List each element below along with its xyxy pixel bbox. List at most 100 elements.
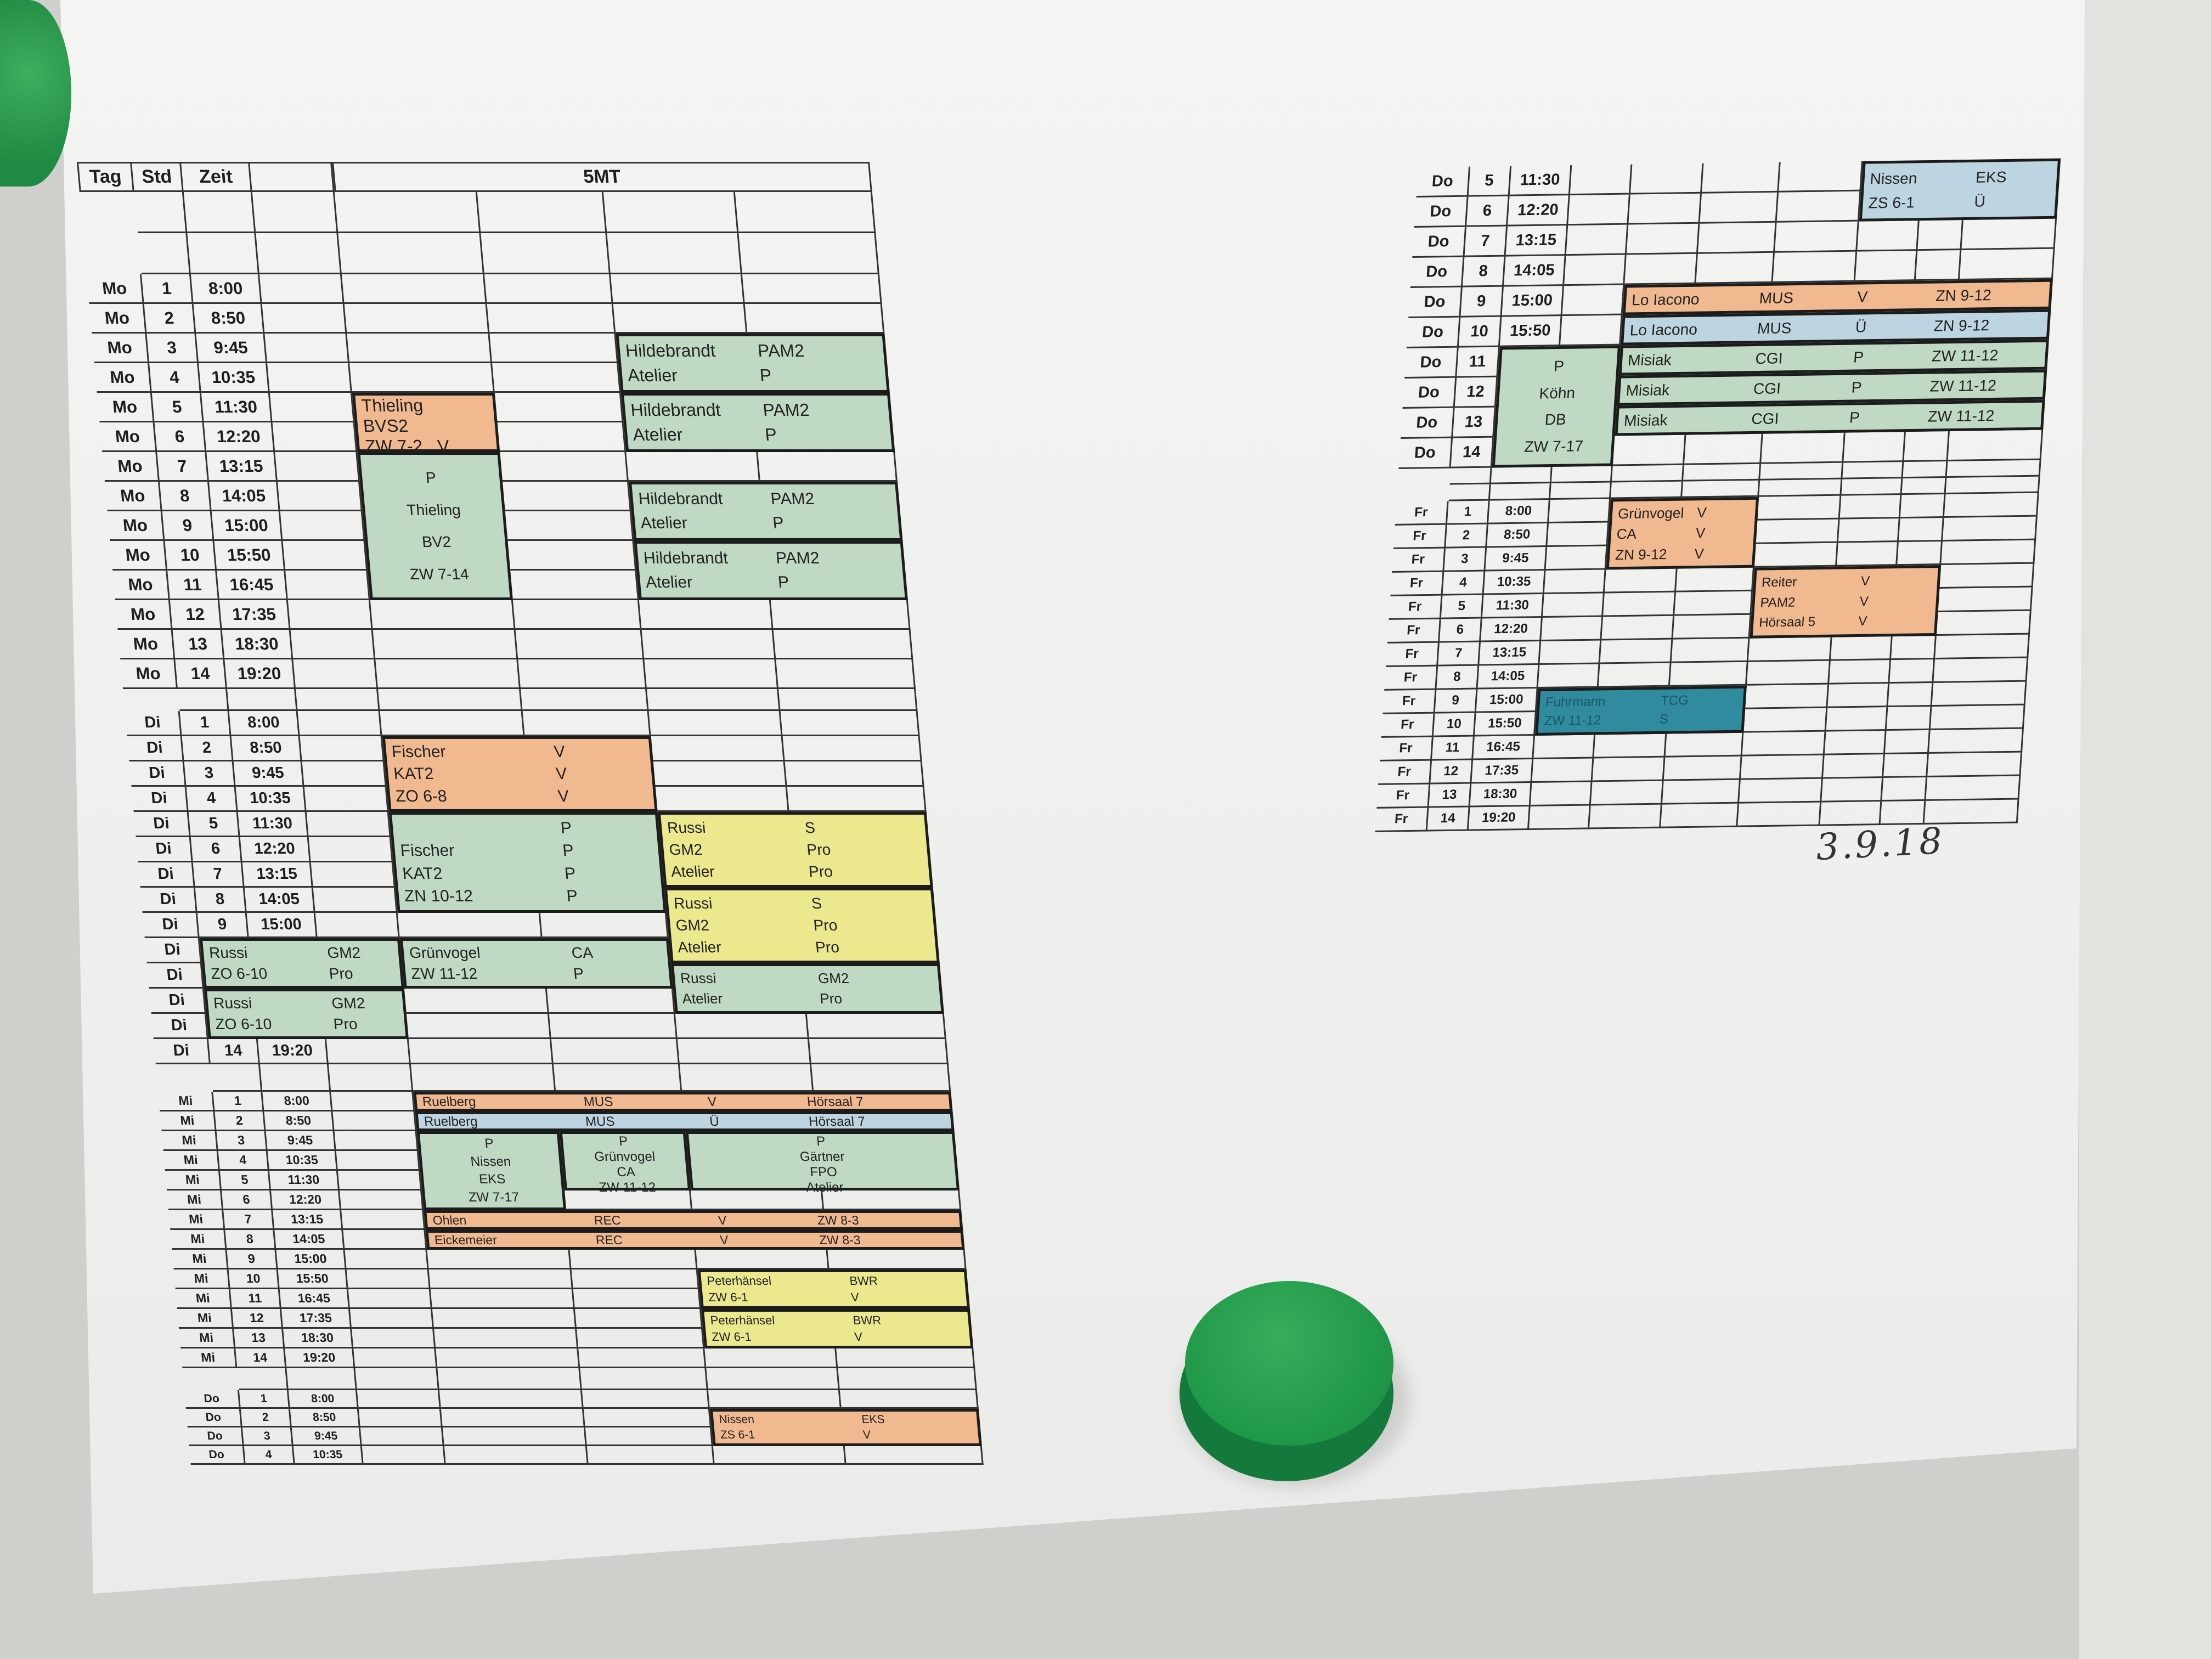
time-cell: 10:35: [1483, 571, 1546, 595]
block-text: Pro: [806, 841, 832, 858]
block-text: P: [562, 842, 575, 860]
block-line: BVS2: [363, 416, 490, 436]
class-block-lecture[interactable]: Reiter V PAM2 V Hörsaal 5 V: [1750, 565, 1942, 639]
time-cell: 8:50: [264, 1111, 335, 1131]
class-block-practical[interactable]: Misiak CGI P ZW 11-12: [1615, 399, 2045, 436]
empty-cell: [1945, 476, 2040, 494]
empty-cell: [677, 1039, 811, 1064]
block-text: Nissen: [1869, 170, 1918, 188]
empty-cell: [522, 711, 651, 736]
block-text: BVS2: [362, 416, 409, 436]
class-block-project[interactable]: Russi S GM2 Pro Atelier Pro: [664, 888, 940, 963]
class-block-practical[interactable]: P Grünvogel CA ZW 11-12: [559, 1131, 691, 1195]
day-cell: Di: [153, 1039, 211, 1064]
day-cell: Mi: [160, 1111, 217, 1131]
class-block-practical[interactable]: P Fischer P KAT2 P ZN 10-12 P: [388, 812, 667, 913]
empty-cell: [1602, 592, 1676, 617]
day-cell: Mo: [89, 304, 147, 334]
empty-cell: [306, 812, 391, 837]
class-block-practical[interactable]: Hildebrandt PAM2 Atelier P: [620, 393, 895, 452]
block-text: Hildebrandt: [624, 341, 716, 360]
class-block-project[interactable]: Peterhänsel BWR ZW 6-1 V: [697, 1269, 970, 1309]
block-text: GM2: [331, 995, 366, 1012]
day-cell: Do: [1416, 166, 1471, 198]
block-text: P: [777, 573, 790, 591]
class-block-practical[interactable]: Russi GM2 ZO 6-10 Pro: [204, 989, 409, 1039]
class-block-lecture[interactable]: Grünvogel V CA V ZN 9-12 V: [1606, 496, 1759, 570]
time-cell: 11:30: [1482, 594, 1544, 619]
empty-cell: [1757, 495, 1842, 521]
day-cell: Do: [1412, 227, 1466, 258]
block-text: ZW 6-1: [707, 1290, 749, 1304]
class-block-project[interactable]: Peterhänsel BWR ZW 6-1 V: [701, 1309, 974, 1348]
period-cell: 7: [223, 1210, 275, 1230]
time-cell: 18:30: [222, 630, 294, 659]
block-text: PAM2: [1759, 595, 1796, 610]
empty-cell: [328, 1064, 414, 1092]
day-cell: Do: [185, 1409, 242, 1427]
class-block-lecture[interactable]: Ohlen REC V ZW 8-3: [424, 1210, 963, 1230]
block-line: P: [694, 1134, 947, 1149]
period-cell: 4: [244, 1446, 295, 1465]
empty-cell: [349, 1309, 435, 1329]
empty-cell: [341, 1210, 426, 1230]
period-cell: 1: [1447, 500, 1490, 525]
empty-cell: [1903, 461, 1948, 479]
block-text: V: [850, 1290, 860, 1304]
empty-cell: [1824, 731, 1887, 755]
block-text: V: [707, 1094, 718, 1109]
empty-cell: [571, 1269, 699, 1289]
empty-cell: [1542, 593, 1605, 618]
class-block-lecture[interactable]: Nissen EKS ZS 6-1 V: [709, 1409, 982, 1446]
class-block-practical[interactable]: P Nissen EKS ZW 7-17: [416, 1131, 567, 1210]
class-block-project[interactable]: Russi S GM2 Pro Atelier Pro: [657, 812, 933, 888]
class-block-lecture[interactable]: Fischer V KAT2 V ZO 6-8 V: [382, 736, 658, 812]
empty-cell: [607, 233, 742, 274]
empty-cell: [1570, 164, 1633, 196]
class-block-practical[interactable]: P Gärtner FPO Atelier: [685, 1131, 960, 1195]
class-block-exercise[interactable]: Nissen EKS ZS 6-1 Ü: [1859, 158, 2061, 222]
class-block-practical[interactable]: Russi GM2 ZO 6-10 Pro: [199, 938, 404, 989]
empty-cell: [489, 334, 619, 363]
empty-cell: [1928, 729, 2024, 754]
empty-cell: [1930, 705, 2025, 730]
block-text: PAM2: [775, 549, 821, 567]
period-cell: 8: [1436, 665, 1480, 690]
empty-cell: [713, 1446, 847, 1465]
empty-cell: [332, 1111, 417, 1131]
block-line: Atelier Pro: [681, 990, 935, 1007]
day-cell: Fr: [1395, 501, 1449, 526]
class-block-practical[interactable]: Russi GM2 Atelier Pro: [670, 963, 944, 1014]
block-text: EKS: [861, 1413, 885, 1426]
class-block-practical[interactable]: P Köhn DB ZW 7-17: [1492, 345, 1621, 468]
block-line: Russi S: [673, 895, 927, 912]
class-block-practical[interactable]: Hildebrandt PAM2 Atelier P: [616, 334, 890, 393]
block-text: P: [764, 425, 778, 444]
empty-cell: [1562, 285, 1625, 317]
class-block-practical[interactable]: Grünvogel CA ZW 11-12 P: [399, 938, 673, 989]
period-cell: 13: [172, 630, 225, 659]
block-text: P: [572, 965, 585, 982]
empty-cell: [1661, 803, 1739, 828]
class-block-lecture[interactable]: Ruelberg MUS V Hörsaal 7: [413, 1092, 953, 1111]
empty-cell: [744, 304, 885, 334]
empty-cell: [362, 1446, 446, 1465]
class-block-lecture[interactable]: Eickemeier REC V ZW 8-3: [425, 1230, 965, 1250]
empty-cell: [1544, 569, 1606, 595]
class-block-seminar[interactable]: Fuhrmann TCG ZW 11-12 S: [1534, 685, 1747, 736]
period-cell: 3: [216, 1131, 268, 1151]
class-block-practical[interactable]: Hildebrandt PAM2 Atelier P: [634, 541, 908, 600]
day-cell: Mi: [170, 1230, 227, 1250]
block-line: Atelier Pro: [677, 939, 931, 956]
class-block-practical[interactable]: Hildebrandt PAM2 Atelier P: [629, 482, 903, 541]
empty-cell: [259, 1064, 331, 1092]
class-block-lecture[interactable]: Thieling BVS2 ZW 7-2 V: [352, 393, 500, 456]
block-text: BWR: [849, 1274, 878, 1288]
empty-cell: [287, 600, 373, 630]
empty-cell: [551, 1039, 680, 1064]
class-block-practical[interactable]: P Thieling BV2 ZW 7-14: [357, 452, 513, 600]
time-cell: 8:00: [229, 711, 300, 736]
class-block-exercise[interactable]: Ruelberg MUS Ü Hörsaal 7: [415, 1111, 955, 1131]
time-cell: 19:20: [285, 1348, 356, 1368]
day-cell: Fr: [1375, 808, 1429, 832]
